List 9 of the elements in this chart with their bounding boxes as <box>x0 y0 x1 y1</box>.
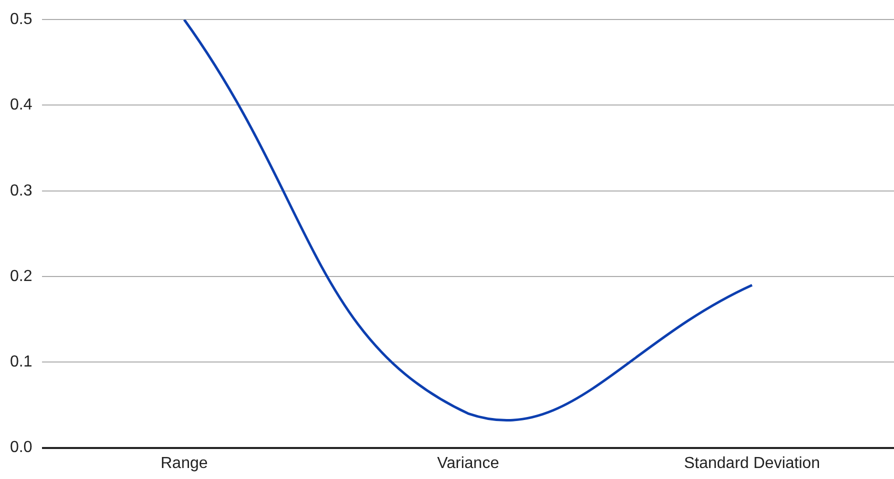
y-tick-label: 0.4 <box>10 96 32 114</box>
x-tick-label: Variance <box>437 454 500 472</box>
y-tick-label: 0.5 <box>10 11 32 28</box>
x-tick-label: Range <box>160 454 208 472</box>
y-tick-label: 0.0 <box>10 439 32 456</box>
y-tick-label: 0.1 <box>10 354 32 371</box>
y-tick-label: 0.3 <box>10 182 32 200</box>
y-tick-label: 0.2 <box>10 268 32 285</box>
x-tick-label: Standard Deviation <box>684 454 820 472</box>
